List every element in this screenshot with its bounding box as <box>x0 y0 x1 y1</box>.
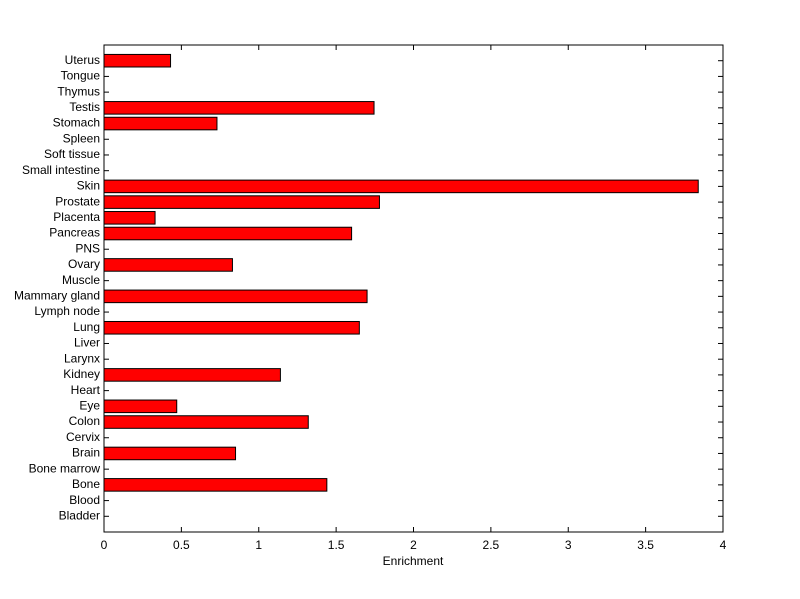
y-tick-label: Prostate <box>55 194 100 208</box>
bar <box>103 399 178 414</box>
y-tick-label: Muscle <box>62 273 100 287</box>
y-tick-label: Testis <box>69 100 100 114</box>
y-tick-label: Blood <box>69 493 100 507</box>
y-tick-label: Placenta <box>53 210 100 224</box>
y-tick-label: Ovary <box>68 257 100 271</box>
y-tick-label: Small intestine <box>22 163 100 177</box>
y-tick-label: Lung <box>73 320 100 334</box>
y-tick-label: Eye <box>79 398 100 412</box>
x-tick-label: 1 <box>255 538 262 552</box>
y-tick-label: Kidney <box>63 367 100 381</box>
x-tick-label: 0.5 <box>173 538 190 552</box>
y-tick-label: Bone marrow <box>29 461 101 475</box>
bar <box>103 53 172 68</box>
x-tick-label: 3 <box>565 538 572 552</box>
y-tick-label: Tongue <box>61 69 101 83</box>
bar <box>103 195 380 209</box>
x-axis-label: Enrichment <box>383 554 444 568</box>
y-tick-label: Spleen <box>63 131 100 145</box>
y-tick-label: Stomach <box>53 116 100 130</box>
bar <box>103 415 309 429</box>
bar <box>103 289 368 304</box>
y-tick-label: Bladder <box>59 508 100 522</box>
bar <box>103 368 281 382</box>
y-tick-label: Pancreas <box>49 226 100 240</box>
y-tick-label: Heart <box>71 383 101 397</box>
bar <box>103 101 375 115</box>
y-tick-label: Skin <box>77 179 100 193</box>
x-tick-label: 1.5 <box>328 538 345 552</box>
y-tick-label: Soft tissue <box>44 147 100 161</box>
y-tick-label: PNS <box>75 241 100 255</box>
y-tick-label: Uterus <box>65 53 100 67</box>
bar <box>103 116 218 131</box>
y-tick-label: Mammary gland <box>14 289 100 303</box>
bar <box>103 226 353 241</box>
bar <box>103 446 237 461</box>
bar <box>103 478 328 492</box>
y-tick-label: Thymus <box>57 84 100 98</box>
bar <box>103 320 360 335</box>
y-tick-label: Colon <box>69 414 100 428</box>
y-tick-label: Larynx <box>64 351 100 365</box>
bar <box>103 211 156 225</box>
bar <box>103 258 233 272</box>
y-tick-label: Lymph node <box>34 304 100 318</box>
y-tick-label: Cervix <box>66 430 100 444</box>
x-tick-label: 2.5 <box>483 538 500 552</box>
x-tick-label: 0 <box>101 538 108 552</box>
y-tick-label: Brain <box>72 446 100 460</box>
bar <box>103 179 699 194</box>
x-tick-label: 4 <box>720 538 727 552</box>
y-tick-label: Bone <box>72 477 100 491</box>
x-tick-label: 2 <box>410 538 417 552</box>
x-tick-label: 3.5 <box>637 538 654 552</box>
y-tick-label: Liver <box>74 336 100 350</box>
